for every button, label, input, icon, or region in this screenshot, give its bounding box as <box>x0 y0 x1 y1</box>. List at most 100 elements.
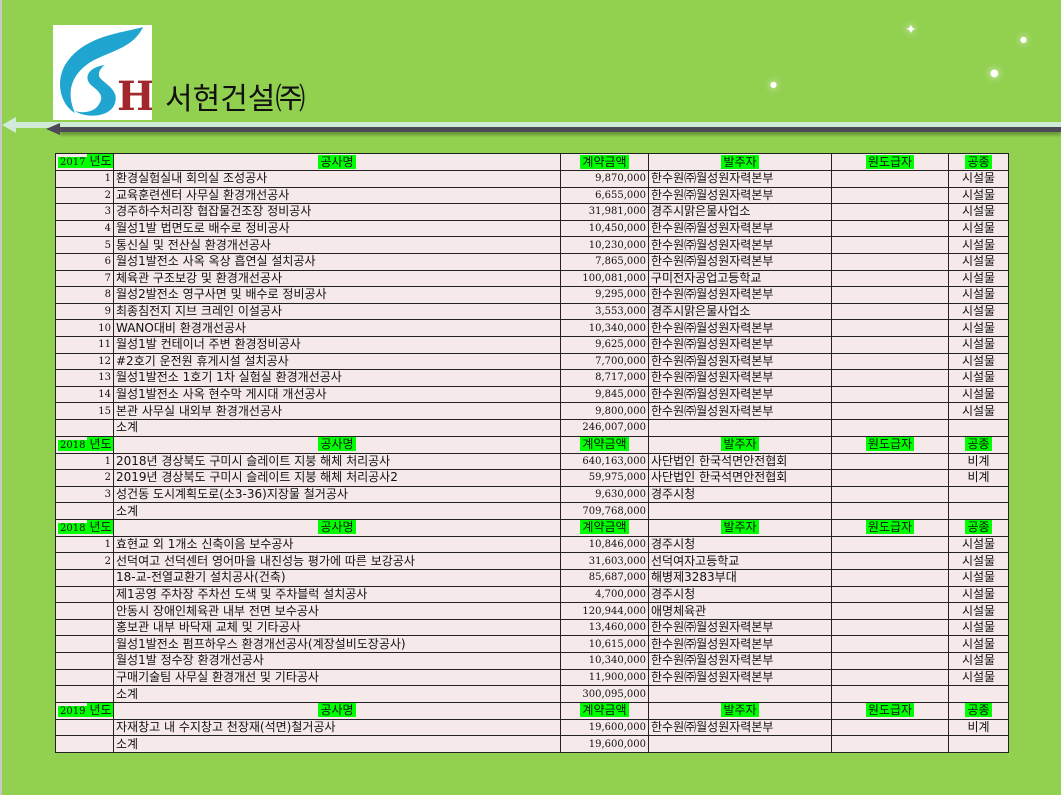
project-name[interactable]: 월성2발전소 영구사면 및 배수로 정비공사 <box>113 286 561 304</box>
empty-cell[interactable] <box>55 502 114 520</box>
work-type[interactable]: 시설물 <box>948 618 1009 637</box>
client[interactable]: 한수원㈜월성원자력본부 <box>648 236 832 254</box>
project-name[interactable]: 18-교-전열교환기 설치공사(건축) <box>113 569 561 587</box>
prime-contractor[interactable] <box>831 236 949 254</box>
contract-amount[interactable]: 11,900,000 <box>560 668 649 687</box>
empty-cell[interactable] <box>831 685 949 703</box>
prime-contractor[interactable] <box>831 186 949 205</box>
row-number[interactable] <box>55 618 114 637</box>
row-number[interactable] <box>55 585 114 604</box>
client[interactable]: 경주시맑은물사업소 <box>648 203 832 221</box>
year-cell[interactable]: 2018 년도 <box>55 435 114 454</box>
work-type[interactable]: 시설물 <box>948 652 1009 670</box>
work-type[interactable]: 시설물 <box>948 236 1009 254</box>
contract-amount[interactable]: 120,944,000 <box>560 602 649 620</box>
client[interactable]: 경주시청 <box>648 585 832 604</box>
header-client[interactable]: 발주자 <box>648 153 832 171</box>
row-number[interactable]: 5 <box>55 236 114 254</box>
prime-contractor[interactable] <box>831 635 949 654</box>
project-name[interactable]: 월성1발전소 펌프하우스 환경개선공사(계장설비도장공사) <box>113 635 561 654</box>
project-name[interactable]: WANO대비 환경개선공사 <box>113 319 561 337</box>
header-name[interactable]: 공사명 <box>113 701 561 720</box>
year-cell[interactable]: 2018 년도 <box>55 518 114 537</box>
row-number[interactable]: 8 <box>55 286 114 304</box>
work-type[interactable]: 시설물 <box>948 186 1009 205</box>
contract-amount[interactable]: 640,163,000 <box>560 452 649 471</box>
client[interactable]: 한수원㈜월성원자력본부 <box>648 170 832 188</box>
prime-contractor[interactable] <box>831 718 949 737</box>
project-name[interactable]: #2호기 운전원 휴게시설 설치공사 <box>113 352 561 371</box>
prime-contractor[interactable] <box>831 452 949 471</box>
row-number[interactable]: 1 <box>55 170 114 188</box>
row-number[interactable]: 2 <box>55 469 114 487</box>
work-type[interactable]: 시설물 <box>948 369 1009 387</box>
contract-amount[interactable]: 7,700,000 <box>560 352 649 371</box>
client[interactable]: 한수원㈜월성원자력본부 <box>648 319 832 337</box>
project-name[interactable]: 2018년 경상북도 구미시 슬레이트 지붕 해체 처리공사 <box>113 452 561 471</box>
prime-contractor[interactable] <box>831 219 949 238</box>
contract-amount[interactable]: 19,600,000 <box>560 718 649 737</box>
subtotal-amount[interactable]: 709,768,000 <box>560 502 649 520</box>
row-number[interactable]: 1 <box>55 452 114 471</box>
project-name[interactable]: 교육훈련센터 사무실 환경개선공사 <box>113 186 561 205</box>
client[interactable]: 한수원㈜월성원자력본부 <box>648 402 832 420</box>
client[interactable]: 한수원㈜월성원자력본부 <box>648 286 832 304</box>
header-client[interactable]: 발주자 <box>648 701 832 720</box>
contract-amount[interactable]: 10,340,000 <box>560 652 649 670</box>
work-type[interactable]: 시설물 <box>948 585 1009 604</box>
prime-contractor[interactable] <box>831 552 949 571</box>
header-type[interactable]: 공종 <box>948 518 1009 537</box>
contract-amount[interactable]: 13,460,000 <box>560 618 649 637</box>
project-name[interactable]: 월성1발 정수장 환경개선공사 <box>113 652 561 670</box>
header-name[interactable]: 공사명 <box>113 153 561 171</box>
project-name[interactable]: 통신실 및 전산실 환경개선공사 <box>113 236 561 254</box>
subtotal-amount[interactable]: 246,007,000 <box>560 418 649 437</box>
client[interactable]: 한수원㈜월성원자력본부 <box>648 186 832 205</box>
work-type[interactable]: 시설물 <box>948 269 1009 288</box>
row-number[interactable]: 1 <box>55 535 114 554</box>
project-name[interactable]: 환경실험실내 회의실 조성공사 <box>113 170 561 188</box>
client[interactable]: 경주시맑은물사업소 <box>648 302 832 321</box>
subtotal-label[interactable]: 소계 <box>113 735 561 753</box>
project-name[interactable]: 2019년 경상북도 구미시 슬레이트 지붕 해체 처리공사2 <box>113 469 561 487</box>
client[interactable]: 한수원㈜월성원자력본부 <box>648 352 832 371</box>
work-type[interactable]: 시설물 <box>948 170 1009 188</box>
row-number[interactable]: 12 <box>55 352 114 371</box>
row-number[interactable] <box>55 718 114 737</box>
client[interactable]: 경주시청 <box>648 535 832 554</box>
work-type[interactable]: 비계 <box>948 718 1009 737</box>
prime-contractor[interactable] <box>831 170 949 188</box>
client[interactable]: 경주시청 <box>648 485 832 504</box>
header-client[interactable]: 발주자 <box>648 518 832 537</box>
contract-amount[interactable]: 10,615,000 <box>560 635 649 654</box>
project-name[interactable]: 구매기술팀 사무실 환경개선 및 기타공사 <box>113 668 561 687</box>
project-name[interactable]: 월성1발 법면도로 배수로 정비공사 <box>113 219 561 238</box>
work-type[interactable]: 시설물 <box>948 319 1009 337</box>
prime-contractor[interactable] <box>831 652 949 670</box>
work-type[interactable]: 시설물 <box>948 535 1009 554</box>
work-type[interactable]: 시설물 <box>948 635 1009 654</box>
row-number[interactable] <box>55 635 114 654</box>
row-number[interactable]: 3 <box>55 485 114 504</box>
empty-cell[interactable] <box>55 418 114 437</box>
empty-cell[interactable] <box>831 502 949 520</box>
contract-amount[interactable]: 9,295,000 <box>560 286 649 304</box>
row-number[interactable] <box>55 668 114 687</box>
client[interactable]: 한수원㈜월성원자력본부 <box>648 635 832 654</box>
work-type[interactable]: 시설물 <box>948 252 1009 271</box>
work-type[interactable]: 시설물 <box>948 552 1009 571</box>
prime-contractor[interactable] <box>831 269 949 288</box>
contract-amount[interactable]: 6,655,000 <box>560 186 649 205</box>
row-number[interactable]: 3 <box>55 203 114 221</box>
project-name[interactable]: 체육관 구조보강 및 환경개선공사 <box>113 269 561 288</box>
project-name[interactable]: 본관 사무실 내외부 환경개선공사 <box>113 402 561 420</box>
contract-amount[interactable]: 9,870,000 <box>560 170 649 188</box>
row-number[interactable]: 13 <box>55 369 114 387</box>
client[interactable]: 사단법인 한국석면안전협회 <box>648 452 832 471</box>
empty-cell[interactable] <box>648 685 832 703</box>
header-prime[interactable]: 원도급자 <box>831 435 949 454</box>
project-name[interactable]: 안동시 장애인체육관 내부 전면 보수공사 <box>113 602 561 620</box>
empty-cell[interactable] <box>948 502 1009 520</box>
empty-cell[interactable] <box>948 735 1009 753</box>
project-name[interactable]: 자재창고 내 수지창고 천장재(석면)철거공사 <box>113 718 561 737</box>
